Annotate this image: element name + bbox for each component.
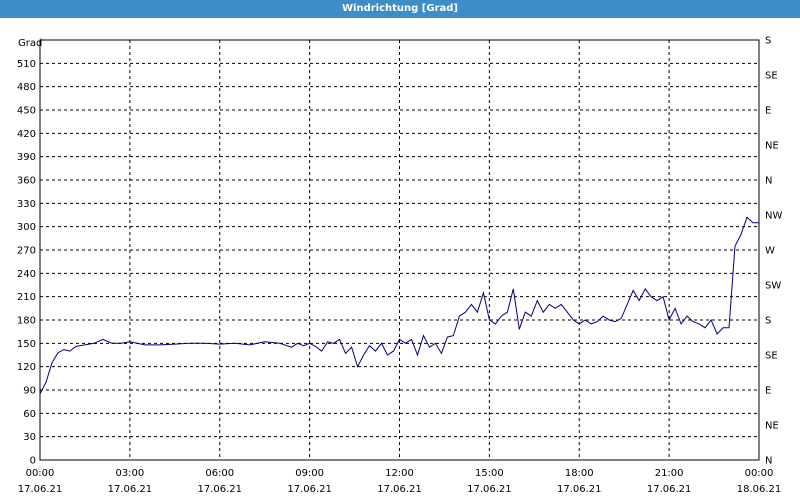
right-axis-label: S <box>765 36 771 47</box>
x-tick-time: 15:00 <box>475 468 504 479</box>
right-axis-label: SE <box>765 351 778 362</box>
y-tick-label: 390 <box>17 152 36 163</box>
plot-frame <box>39 39 760 461</box>
right-axis-label: SW <box>765 281 781 292</box>
right-axis-label: W <box>765 246 775 257</box>
grid <box>40 40 759 460</box>
x-tick-time: 06:00 <box>205 468 234 479</box>
y-tick-label: 240 <box>17 269 36 280</box>
y-tick-label: 450 <box>17 106 36 117</box>
x-tick-date: 17.06.21 <box>287 484 332 495</box>
right-axis-label: E <box>765 106 771 117</box>
right-axis-label: N <box>765 456 772 467</box>
x-tick-time: 12:00 <box>385 468 414 479</box>
y-tick-label: 330 <box>17 199 36 210</box>
right-axis-label: S <box>765 316 771 327</box>
x-tick-time: 00:00 <box>745 468 774 479</box>
right-axis-label: NE <box>765 141 779 152</box>
x-tick-date: 17.06.21 <box>557 484 602 495</box>
series-line <box>39 216 759 395</box>
x-tick-labels: 00:00 17.06.21 03:00 17.06.21 06:00 17.06.21 0… <box>18 468 782 495</box>
y-tick-label: 180 <box>17 316 36 327</box>
right-axis-label: SE <box>765 71 778 82</box>
x-tick-time: 21:00 <box>655 468 684 479</box>
right-axis-label: E <box>765 386 771 397</box>
y-tick-label: 90 <box>23 386 36 397</box>
y-tick-label: 360 <box>17 176 36 187</box>
x-tick-time: 03:00 <box>115 468 144 479</box>
y-tick-label: 30 <box>23 432 36 443</box>
y-tick-label: 270 <box>17 246 36 257</box>
y-tick-label: 510 <box>17 59 36 70</box>
x-tick-date: 17.06.21 <box>197 484 242 495</box>
y-tick-label: 300 <box>17 222 36 233</box>
right-axis-label: NE <box>765 421 779 432</box>
y-tick-label: 120 <box>17 362 36 373</box>
wind-direction-chart: Grad 0 30 60 90 120 150 180 210 240 270 300 330 360 3… <box>17 36 783 496</box>
y-tick-label: 420 <box>17 129 36 140</box>
chart-title: Windrichtung [Grad] <box>0 0 800 18</box>
y-tick-label: 60 <box>23 409 36 420</box>
y-tick-labels: 0 30 60 90 120 150 180 210 240 270 300 330 360 390 420… <box>17 59 36 467</box>
right-axis-label: N <box>765 176 772 187</box>
x-tick-date: 17.06.21 <box>467 484 512 495</box>
y-axis-label: Grad <box>18 38 42 49</box>
x-tick-time: 00:00 <box>26 468 55 479</box>
x-tick-date: 17.06.21 <box>647 484 692 495</box>
right-axis-labels: N NE E SE S SW W NW N NE E SE S <box>765 36 782 467</box>
y-tick-label: 0 <box>30 456 36 467</box>
x-tick-date: 17.06.21 <box>377 484 422 495</box>
x-tick-date: 17.06.21 <box>18 484 63 495</box>
right-axis-label: NW <box>765 211 782 222</box>
x-tick-date: 18.06.21 <box>737 484 782 495</box>
x-tick-time: 18:00 <box>565 468 594 479</box>
y-tick-label: 150 <box>17 339 36 350</box>
x-tick-time: 09:00 <box>295 468 324 479</box>
y-tick-label: 480 <box>17 82 36 93</box>
x-tick-date: 17.06.21 <box>108 484 153 495</box>
y-tick-label: 210 <box>17 292 36 303</box>
